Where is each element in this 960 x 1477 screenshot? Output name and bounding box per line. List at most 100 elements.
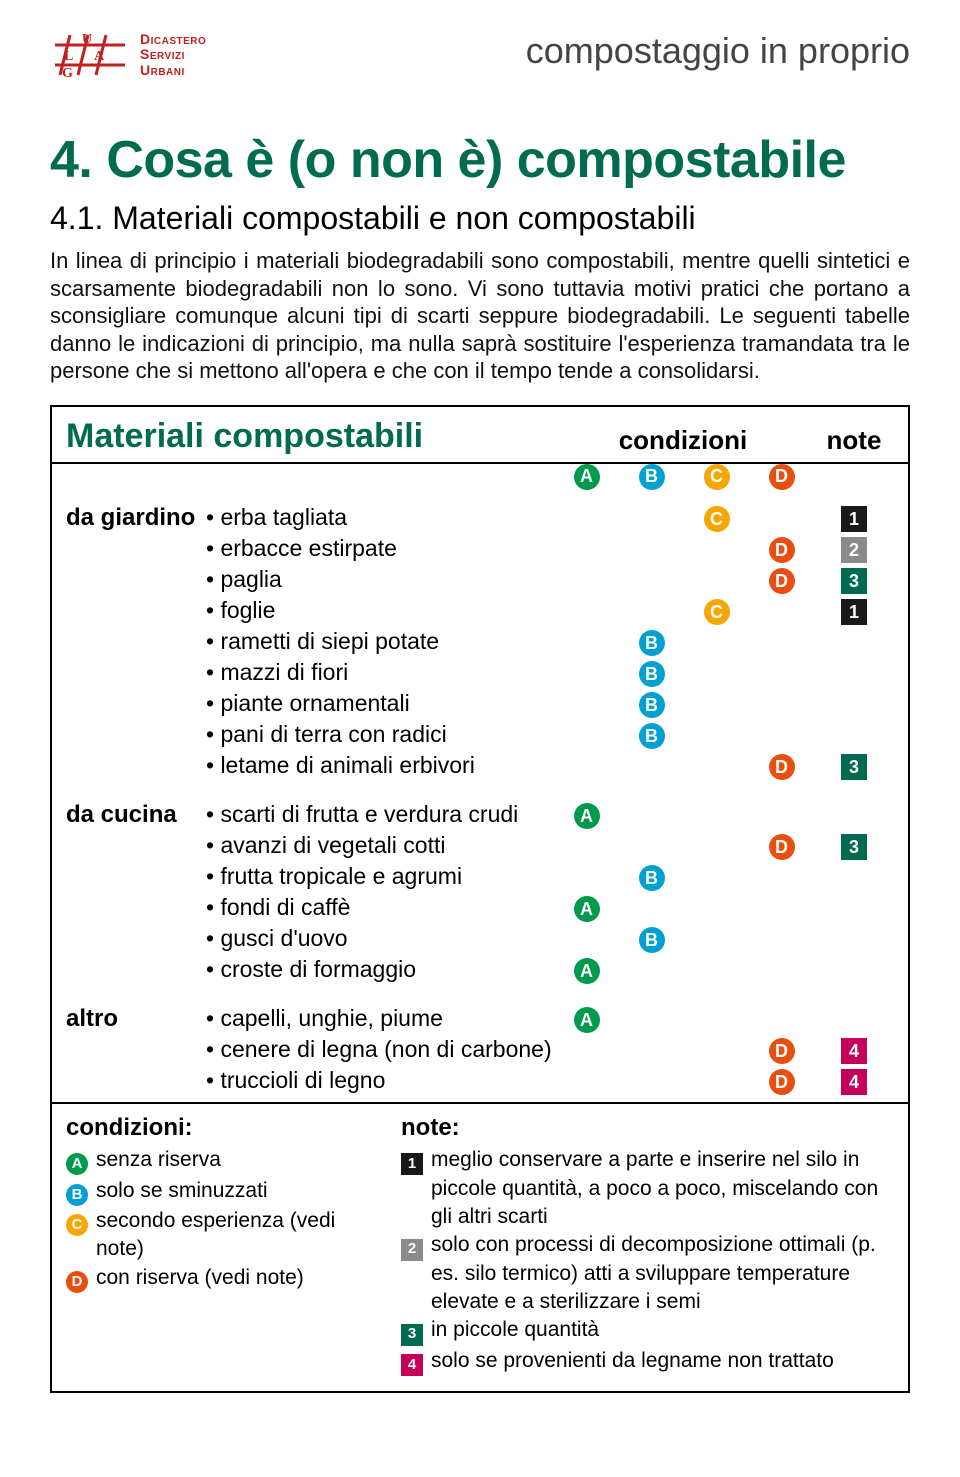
- cond-cell-d: D: [749, 830, 814, 861]
- badge-d-icon: D: [769, 568, 795, 594]
- legend-note-row: 4solo se provenienti da legname non trat…: [401, 1347, 894, 1377]
- note-cell: 3: [814, 750, 894, 781]
- table-header: Materiali compostabili condizioni note: [52, 407, 908, 464]
- svg-text:U: U: [82, 32, 92, 47]
- legend-note-row: 2 solo con processi di decomposizione ott…: [401, 1231, 894, 1316]
- item-label: • foglie: [206, 595, 554, 626]
- note-cell: 1: [814, 502, 894, 533]
- logo-block: L U G A Dicastero Servizi Urbani: [50, 30, 206, 80]
- note-badge-2-icon: 2: [401, 1239, 423, 1261]
- item-label: • scarti di frutta e verdura crudi: [206, 799, 554, 830]
- cond-cell-d: D: [749, 1065, 814, 1096]
- badge-b-icon: B: [66, 1184, 88, 1206]
- legend-cond-text: secondo esperienza (vedi note): [96, 1207, 371, 1264]
- legend-note-row: 3in piccole quantità: [401, 1316, 894, 1346]
- note-badge-3-icon: 3: [841, 754, 867, 780]
- badge-b-icon: B: [639, 723, 665, 749]
- item-label: • rametti di siepi potate: [206, 626, 554, 657]
- page-topic: compostaggio in proprio: [526, 30, 910, 72]
- item-label: • croste di formaggio: [206, 954, 554, 985]
- badge-d-icon: D: [769, 754, 795, 780]
- cond-cell-b: B: [619, 688, 684, 719]
- table-row: • erbacce estirpate D 2: [206, 533, 894, 564]
- badge-b-icon: B: [639, 661, 665, 687]
- category-label: da giardino: [66, 502, 206, 781]
- table-row: • erba tagliataC1: [206, 502, 894, 533]
- legend-note-text: solo con processi di decomposizione otti…: [431, 1231, 894, 1316]
- badge-b-icon: B: [639, 927, 665, 953]
- legend-note-text: meglio conservare a parte e inserire nel…: [431, 1146, 894, 1231]
- table-row: • avanzi di vegetali cottiD3: [206, 830, 894, 861]
- table-row: • truccioli di legnoD4: [206, 1065, 894, 1096]
- table-row: • foglieC1: [206, 595, 894, 626]
- note-cell: 3: [814, 564, 894, 595]
- legend-cond-row: Dcon riserva (vedi note): [66, 1264, 371, 1294]
- legend-cond-text: con riserva (vedi note): [96, 1264, 304, 1292]
- org-line-1: Dicastero: [140, 32, 206, 47]
- main-title: 4. Cosa è (o non è) compostabile: [50, 130, 910, 190]
- badge-b-icon: B: [639, 865, 665, 891]
- item-label: • piante ornamentali: [206, 688, 554, 719]
- legend-note-row: 1 meglio conservare a parte e inserire ne…: [401, 1146, 894, 1231]
- legend: condizioni: Asenza riservaBsolo se sminu…: [52, 1102, 908, 1391]
- table-row: • rametti di siepi potate B: [206, 626, 894, 657]
- table-row: • mazzi di fiori B: [206, 657, 894, 688]
- note-badge-3-icon: 3: [841, 834, 867, 860]
- badge-b-icon: B: [639, 630, 665, 656]
- legend-notes: note: 1meglio conservare a parte e inser…: [401, 1114, 894, 1377]
- table-row: • fondi di caffèA: [206, 892, 894, 923]
- cond-key-b: B: [619, 464, 684, 490]
- badge-a-icon: A: [66, 1153, 88, 1175]
- cond-cell-b: B: [619, 657, 684, 688]
- table-row: • piante ornamentali B: [206, 688, 894, 719]
- category-label: altro: [66, 1003, 206, 1096]
- table-row: • gusci d'uovoB: [206, 923, 894, 954]
- legend-cond-text: senza riserva: [96, 1146, 221, 1174]
- note-cell: 1: [814, 595, 894, 626]
- note-badge-1-icon: 1: [841, 506, 867, 532]
- legend-cond-title: condizioni:: [66, 1114, 371, 1142]
- logo-icon: L U G A: [50, 30, 130, 80]
- note-badge-4-icon: 4: [841, 1038, 867, 1064]
- cond-cell-a: A: [554, 799, 619, 830]
- item-label: • capelli, unghie, piume: [206, 1003, 554, 1034]
- legend-cond-row: Asenza riserva: [66, 1146, 371, 1176]
- table-row: • capelli, unghie, piume A: [206, 1003, 894, 1034]
- svg-text:G: G: [62, 66, 73, 80]
- svg-text:L: L: [64, 49, 73, 64]
- item-label: • mazzi di fiori: [206, 657, 554, 688]
- badge-a-icon: A: [574, 464, 600, 490]
- cond-cell-b: B: [619, 923, 684, 954]
- cond-cell-d: D: [749, 1034, 814, 1065]
- item-label: • pani di terra con radici: [206, 719, 554, 750]
- org-name: Dicastero Servizi Urbani: [140, 32, 206, 78]
- note-badge-2-icon: 2: [841, 537, 867, 563]
- badge-a-icon: A: [574, 896, 600, 922]
- badge-a-icon: A: [574, 1007, 600, 1033]
- note-cell: 3: [814, 830, 894, 861]
- item-label: • cenere di legna (non di carbone): [206, 1034, 554, 1065]
- note-header: note: [814, 425, 894, 456]
- badge-d-icon: D: [769, 537, 795, 563]
- badge-a-icon: A: [574, 803, 600, 829]
- legend-cond-row: Bsolo se sminuzzati: [66, 1177, 371, 1207]
- note-badge-1-icon: 1: [401, 1153, 423, 1175]
- item-label: • erbacce estirpate: [206, 533, 554, 564]
- table-row: • pagliaD3: [206, 564, 894, 595]
- table-row: • letame di animali erbivori D 3: [206, 750, 894, 781]
- cond-cell-a: A: [554, 954, 619, 985]
- note-badge-4-icon: 4: [401, 1354, 423, 1376]
- legend-cond-row: Csecondo esperienza (vedi note): [66, 1207, 371, 1264]
- item-label: • frutta tropicale e agrumi: [206, 861, 554, 892]
- cond-cell-d: D: [749, 533, 814, 564]
- cond-cell-b: B: [619, 626, 684, 657]
- badge-d-icon: D: [769, 1038, 795, 1064]
- cond-header: condizioni: [552, 425, 814, 456]
- table-row: • scarti di frutta e verdura crudi A: [206, 799, 894, 830]
- cond-key-d: D: [749, 464, 814, 490]
- org-line-2: Servizi: [140, 47, 206, 62]
- cond-cell-a: A: [554, 892, 619, 923]
- note-cell: 4: [814, 1065, 894, 1096]
- item-label: • letame di animali erbivori: [206, 750, 554, 781]
- legend-conditions: condizioni: Asenza riservaBsolo se sminu…: [66, 1114, 371, 1377]
